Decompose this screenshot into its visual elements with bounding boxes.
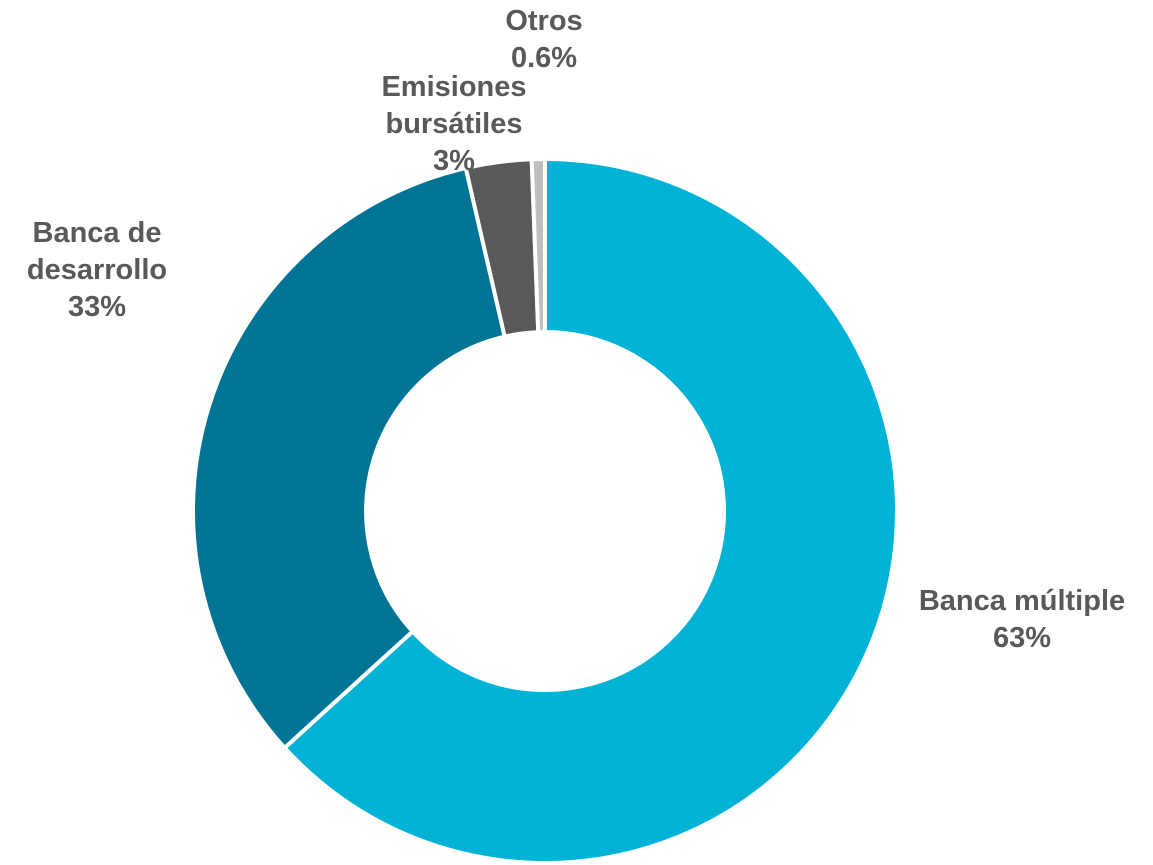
label-otros-name: Otros [505,5,582,37]
label-emisiones-bursatiles-value: 3% [433,145,475,177]
label-banca-de-desarrollo-name: desarrollo [27,254,167,286]
label-emisiones-bursatiles-name: Emisiones [381,71,526,103]
slice-banca-multiple [281,156,899,865]
label-banca-multiple-name: Banca múltiple [919,585,1125,617]
slice-labels: Banca múltiple 63% Banca de desarrollo 33% Em… [27,5,1125,654]
label-banca-de-desarrollo: Banca de desarrollo 33% [27,217,167,323]
donut-slices [191,156,899,865]
label-emisiones-bursatiles: Emisiones bursátiles 3% [381,71,526,177]
label-emisiones-bursatiles-name: bursátiles [386,108,523,140]
label-banca-de-desarrollo-name: Banca de [33,217,162,249]
label-otros: Otros 0.6% [505,5,582,74]
label-banca-de-desarrollo-value: 33% [68,291,126,323]
label-otros-value: 0.6% [511,42,577,74]
slice-banca-de-desarrollo [191,165,508,751]
label-banca-multiple: Banca múltiple 63% [919,585,1125,654]
slice-otros [529,156,547,335]
label-banca-multiple-value: 63% [993,622,1051,654]
